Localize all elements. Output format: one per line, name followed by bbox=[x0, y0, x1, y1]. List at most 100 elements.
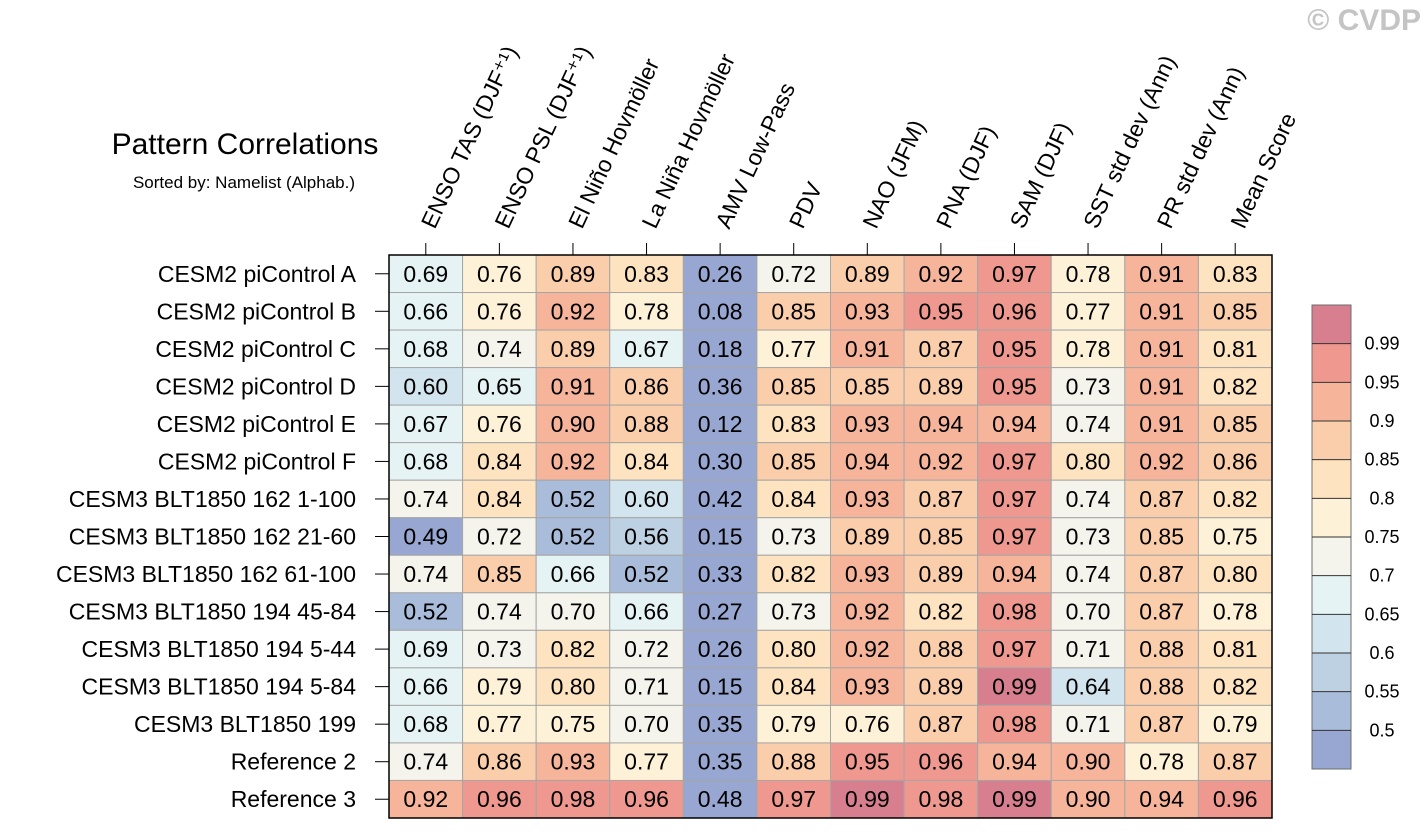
colorbar-segment bbox=[1312, 653, 1351, 692]
cell-value: 0.72 bbox=[771, 261, 816, 287]
heatmap-cell bbox=[535, 629, 611, 669]
cell-value: 0.72 bbox=[477, 524, 522, 550]
heatmap-cell bbox=[535, 367, 611, 406]
heatmap-cell bbox=[1197, 367, 1273, 406]
cell-value: 0.66 bbox=[403, 674, 448, 700]
heatmap-cell bbox=[609, 479, 684, 519]
heatmap-cell bbox=[388, 704, 464, 744]
heatmap-cell bbox=[535, 517, 611, 556]
cell-value: 0.91 bbox=[551, 373, 596, 399]
cell-value: 0.69 bbox=[403, 261, 448, 287]
cell-value: 0.82 bbox=[771, 561, 816, 587]
row-label: CESM3 BLT1850 199 bbox=[134, 711, 356, 737]
cell-value: 0.78 bbox=[1066, 261, 1111, 287]
heatmap-cell bbox=[1124, 629, 1199, 669]
cell-value: 0.15 bbox=[698, 524, 743, 550]
heatmap-cell bbox=[1050, 742, 1126, 781]
cell-value: 0.92 bbox=[551, 298, 596, 324]
chart-subtitle: Sorted by: Namelist (Alphab.) bbox=[133, 173, 355, 192]
cell-value: 0.74 bbox=[403, 486, 448, 512]
heatmap-cell bbox=[830, 329, 905, 369]
row-label: CESM3 BLT1850 162 21-60 bbox=[69, 524, 356, 550]
row-label: CESM2 piControl F bbox=[158, 448, 356, 474]
colorbar-label: 0.75 bbox=[1364, 527, 1399, 547]
colorbar-label: 0.95 bbox=[1364, 372, 1399, 392]
heatmap-cell bbox=[609, 292, 684, 331]
cell-value: 0.87 bbox=[1139, 561, 1184, 587]
cell-value: 0.75 bbox=[551, 711, 596, 737]
cell-value: 0.87 bbox=[1139, 711, 1184, 737]
cell-value: 0.26 bbox=[698, 636, 743, 662]
heatmap-cell bbox=[1124, 292, 1199, 331]
cell-value: 0.94 bbox=[992, 749, 1037, 775]
cell-value: 0.98 bbox=[551, 786, 596, 812]
cell-value: 0.89 bbox=[918, 373, 963, 399]
heatmap-cell bbox=[903, 629, 979, 669]
heatmap-cell bbox=[830, 592, 905, 631]
heatmap-cell bbox=[682, 479, 758, 519]
cell-value: 0.67 bbox=[403, 411, 448, 437]
heatmap-cell bbox=[756, 554, 832, 594]
colorbar-segment bbox=[1312, 614, 1351, 653]
cell-value: 0.56 bbox=[624, 524, 669, 550]
heatmap-cell bbox=[1197, 442, 1273, 481]
cell-value: 0.88 bbox=[624, 411, 669, 437]
cell-value: 0.91 bbox=[845, 336, 890, 362]
cell-value: 0.85 bbox=[1213, 298, 1258, 324]
colorbar-segment bbox=[1312, 421, 1351, 460]
cell-value: 0.89 bbox=[918, 561, 963, 587]
heatmap-cell bbox=[977, 629, 1052, 669]
heatmap-cell bbox=[388, 517, 464, 556]
cell-value: 0.94 bbox=[992, 561, 1037, 587]
heatmap-cell bbox=[1197, 742, 1273, 781]
cell-value: 0.89 bbox=[845, 261, 890, 287]
heatmap-cell bbox=[462, 254, 537, 294]
heatmap-cell bbox=[682, 517, 758, 556]
colorbar-segment bbox=[1312, 459, 1351, 499]
cell-value: 0.94 bbox=[845, 448, 890, 474]
cell-value: 0.77 bbox=[477, 711, 522, 737]
heatmap-cell bbox=[1124, 704, 1199, 744]
cell-value: 0.81 bbox=[1213, 636, 1258, 662]
heatmap-cell bbox=[535, 404, 611, 444]
cell-value: 0.89 bbox=[551, 261, 596, 287]
heatmap-cell bbox=[1050, 592, 1126, 631]
cell-value: 0.84 bbox=[771, 674, 816, 700]
heatmap-cell bbox=[830, 667, 905, 706]
cell-value: 0.81 bbox=[1213, 336, 1258, 362]
heatmap-cell bbox=[535, 329, 611, 369]
row-label: CESM2 piControl D bbox=[155, 373, 356, 399]
heatmap-cell bbox=[609, 367, 684, 406]
cell-value: 0.18 bbox=[698, 336, 743, 362]
cell-value: 0.91 bbox=[1139, 411, 1184, 437]
heatmap-cell bbox=[830, 442, 905, 481]
cell-value: 0.82 bbox=[551, 636, 596, 662]
heatmap-cell bbox=[830, 704, 905, 744]
cell-value: 0.86 bbox=[1213, 448, 1258, 474]
cell-value: 0.88 bbox=[918, 636, 963, 662]
row-label: CESM2 piControl B bbox=[157, 298, 356, 324]
cell-value: 0.67 bbox=[624, 336, 669, 362]
heatmap-cell bbox=[1124, 517, 1199, 556]
chart-title: Pattern Correlations bbox=[112, 128, 379, 161]
cell-value: 0.89 bbox=[551, 336, 596, 362]
heatmap-cell bbox=[903, 442, 979, 481]
heatmap-cell bbox=[1124, 367, 1199, 406]
cell-value: 0.96 bbox=[918, 749, 963, 775]
cell-value: 0.48 bbox=[698, 786, 743, 812]
cell-value: 0.98 bbox=[918, 786, 963, 812]
row-label: CESM3 BLT1850 194 5-84 bbox=[82, 674, 357, 700]
heatmap-cell bbox=[388, 479, 464, 519]
heatmap-cell bbox=[609, 629, 684, 669]
heatmap-cell bbox=[1197, 479, 1273, 519]
cell-value: 0.76 bbox=[477, 298, 522, 324]
cell-value: 0.78 bbox=[1066, 336, 1111, 362]
cell-value: 0.78 bbox=[624, 298, 669, 324]
cell-value: 0.74 bbox=[403, 561, 448, 587]
heatmap-cell bbox=[1050, 442, 1126, 481]
colorbar-segment bbox=[1312, 343, 1351, 383]
heatmap-cell bbox=[830, 629, 905, 669]
cell-value: 0.76 bbox=[477, 261, 522, 287]
heatmap-cell bbox=[903, 592, 979, 631]
heatmap-cell bbox=[609, 329, 684, 369]
